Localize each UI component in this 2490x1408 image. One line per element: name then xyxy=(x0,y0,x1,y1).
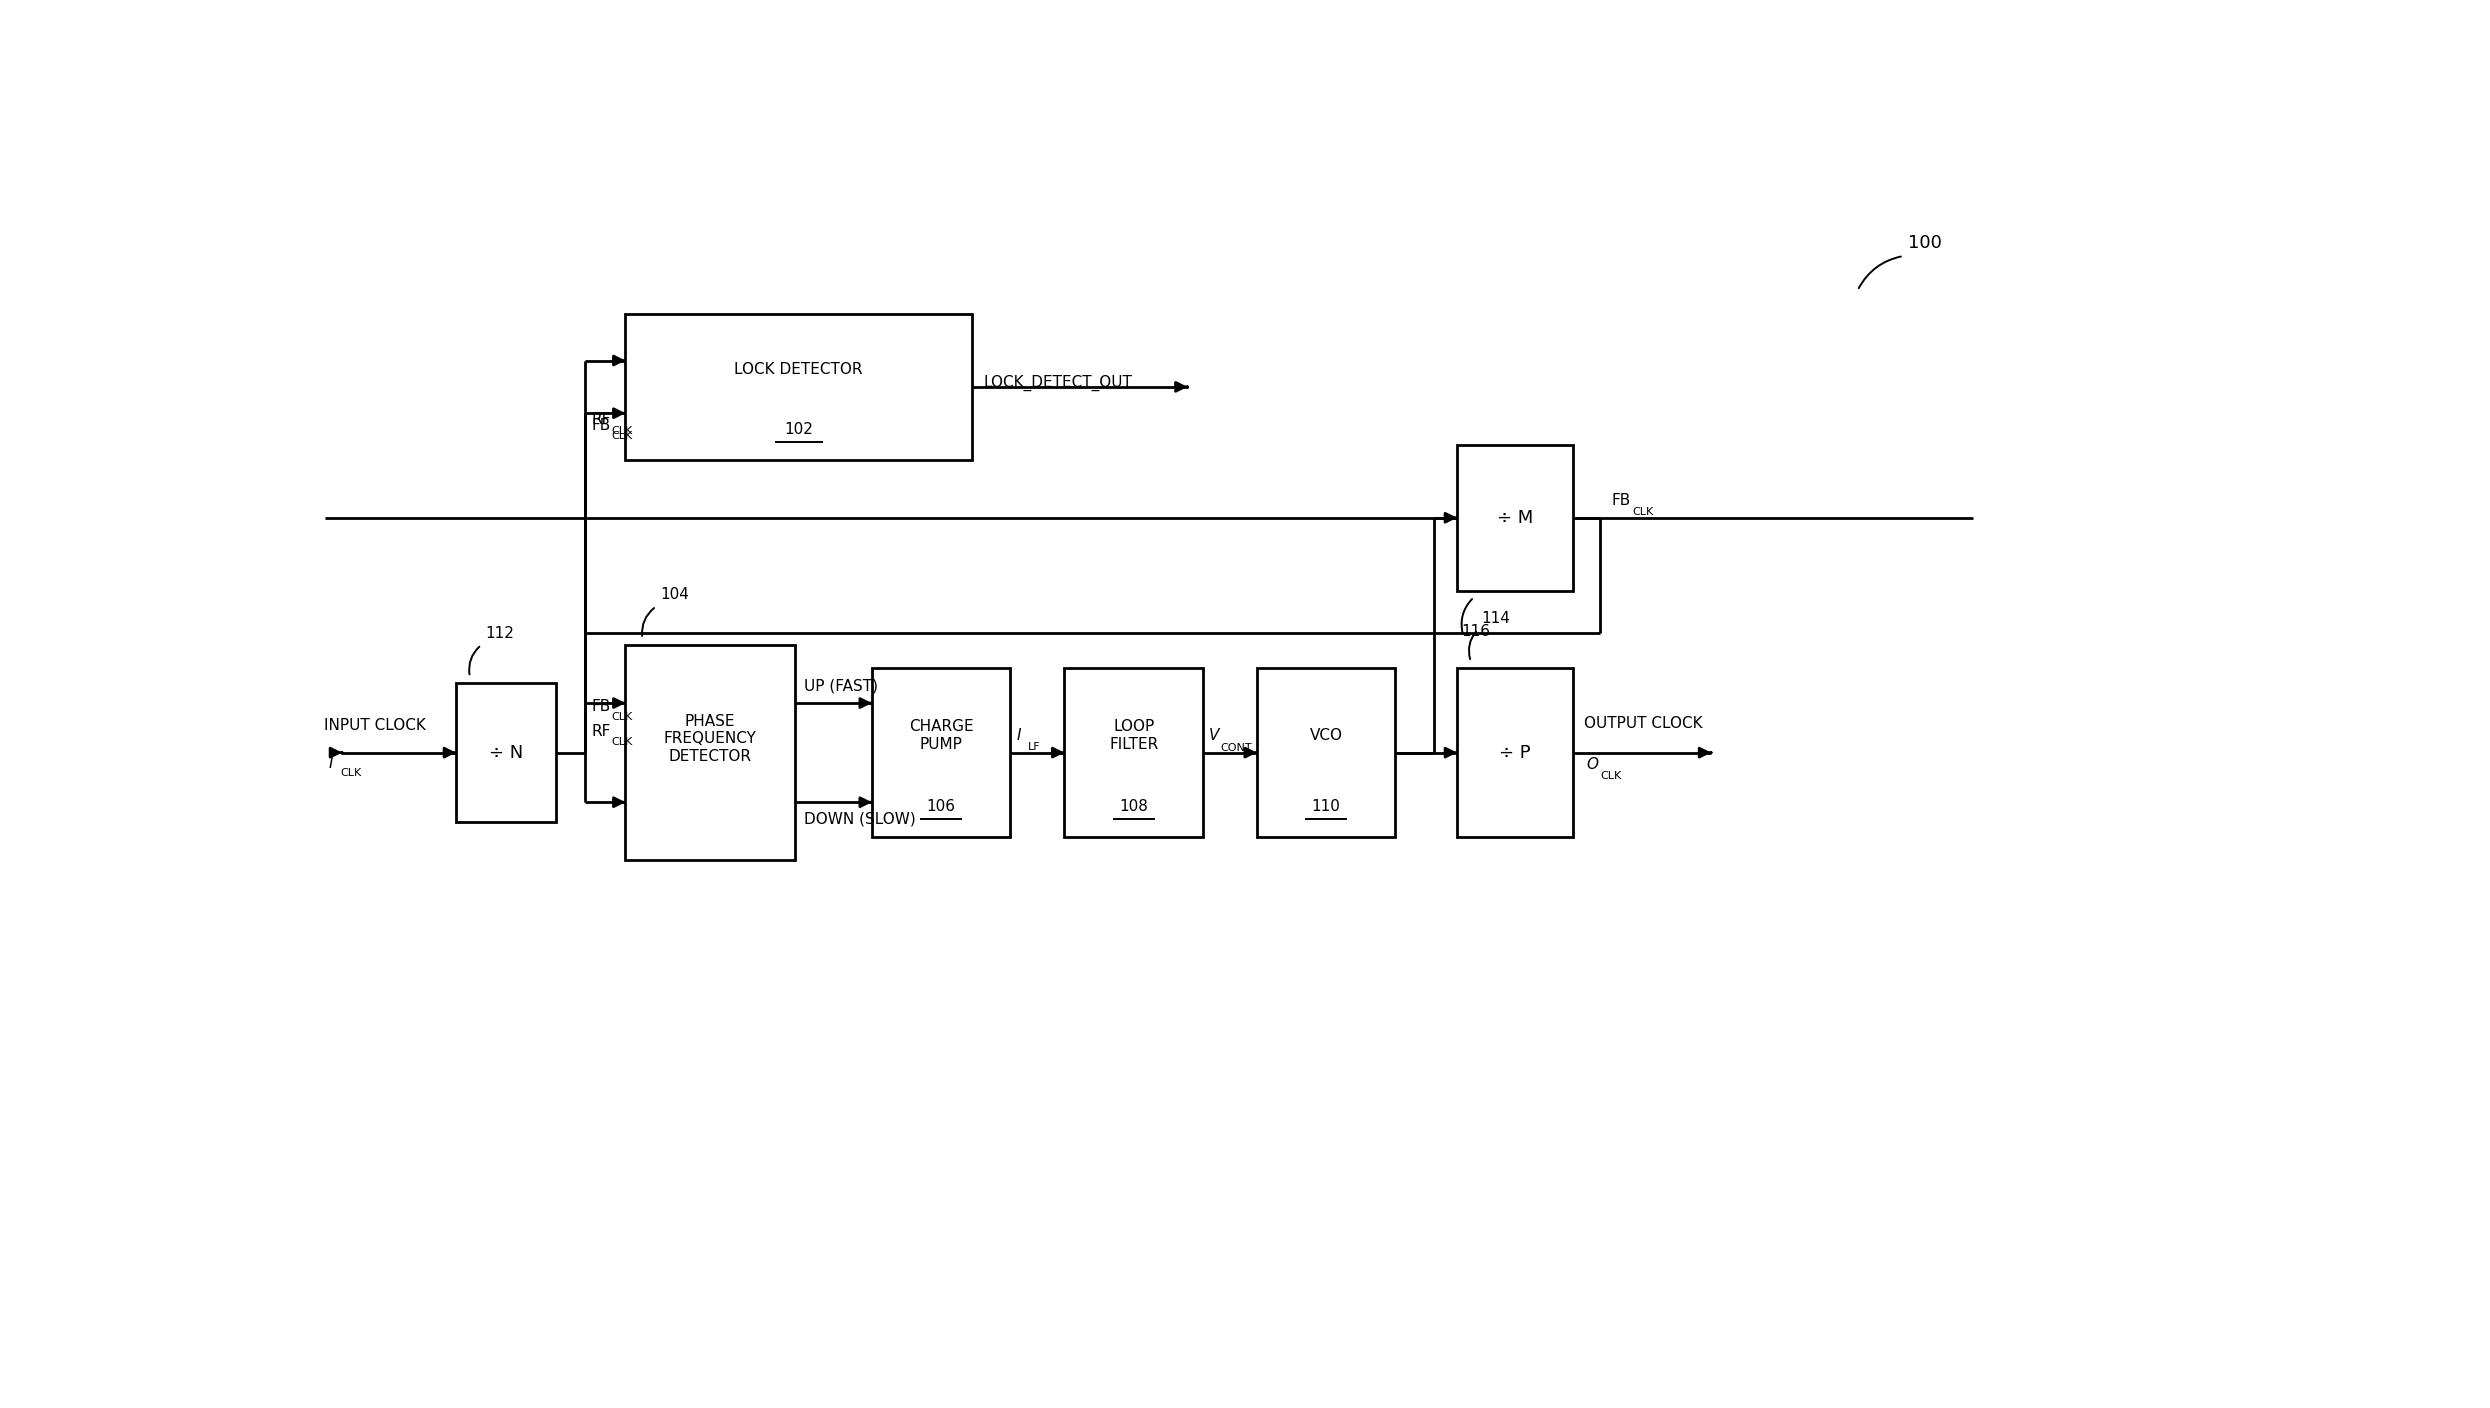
Text: ÷ P: ÷ P xyxy=(1499,743,1531,762)
Text: ÷ N: ÷ N xyxy=(488,743,523,762)
FancyBboxPatch shape xyxy=(456,683,555,822)
Text: LOCK DETECTOR: LOCK DETECTOR xyxy=(735,362,864,377)
Text: 104: 104 xyxy=(660,587,690,603)
Text: 106: 106 xyxy=(926,798,956,814)
Text: CLK: CLK xyxy=(1633,507,1653,517)
Text: RF: RF xyxy=(593,724,610,739)
Text: CHARGE
PUMP: CHARGE PUMP xyxy=(909,719,974,752)
Text: PHASE
FREQUENCY
DETECTOR: PHASE FREQUENCY DETECTOR xyxy=(665,714,757,763)
Text: FB: FB xyxy=(1611,493,1631,508)
Text: CLK: CLK xyxy=(613,427,632,436)
Text: FB: FB xyxy=(593,418,610,432)
FancyBboxPatch shape xyxy=(1457,445,1574,591)
Text: CLK: CLK xyxy=(613,712,632,722)
Text: CLK: CLK xyxy=(341,769,361,779)
Text: I: I xyxy=(329,756,334,772)
Text: CLK: CLK xyxy=(1601,770,1621,780)
FancyBboxPatch shape xyxy=(625,645,794,860)
Text: VCO: VCO xyxy=(1310,728,1342,743)
Text: CLK: CLK xyxy=(613,431,632,441)
Text: ÷ M: ÷ M xyxy=(1496,508,1534,527)
Text: LOCK_DETECT_OUT: LOCK_DETECT_OUT xyxy=(984,375,1133,391)
Text: LOOP
FILTER: LOOP FILTER xyxy=(1108,719,1158,752)
Text: DOWN (SLOW): DOWN (SLOW) xyxy=(804,811,916,826)
Text: 108: 108 xyxy=(1118,798,1148,814)
Text: RF: RF xyxy=(593,413,610,428)
FancyBboxPatch shape xyxy=(1063,667,1203,838)
Text: 116: 116 xyxy=(1462,624,1489,639)
Text: 102: 102 xyxy=(784,422,814,436)
Text: CLK: CLK xyxy=(613,736,632,746)
Text: 112: 112 xyxy=(486,627,515,641)
Text: OUTPUT CLOCK: OUTPUT CLOCK xyxy=(1584,715,1703,731)
FancyBboxPatch shape xyxy=(625,314,971,460)
Text: LF: LF xyxy=(1028,742,1041,752)
Text: O: O xyxy=(1586,758,1599,773)
FancyBboxPatch shape xyxy=(1457,667,1574,838)
Text: INPUT CLOCK: INPUT CLOCK xyxy=(324,718,426,734)
Text: V: V xyxy=(1210,728,1220,743)
FancyBboxPatch shape xyxy=(1257,667,1394,838)
Text: 100: 100 xyxy=(1907,234,1942,252)
Text: CONT: CONT xyxy=(1220,743,1252,753)
Text: UP (FAST): UP (FAST) xyxy=(804,679,879,694)
Text: 114: 114 xyxy=(1482,611,1511,625)
Text: FB: FB xyxy=(593,698,610,714)
FancyBboxPatch shape xyxy=(872,667,1011,838)
Text: 110: 110 xyxy=(1312,798,1340,814)
Text: I: I xyxy=(1016,728,1021,743)
